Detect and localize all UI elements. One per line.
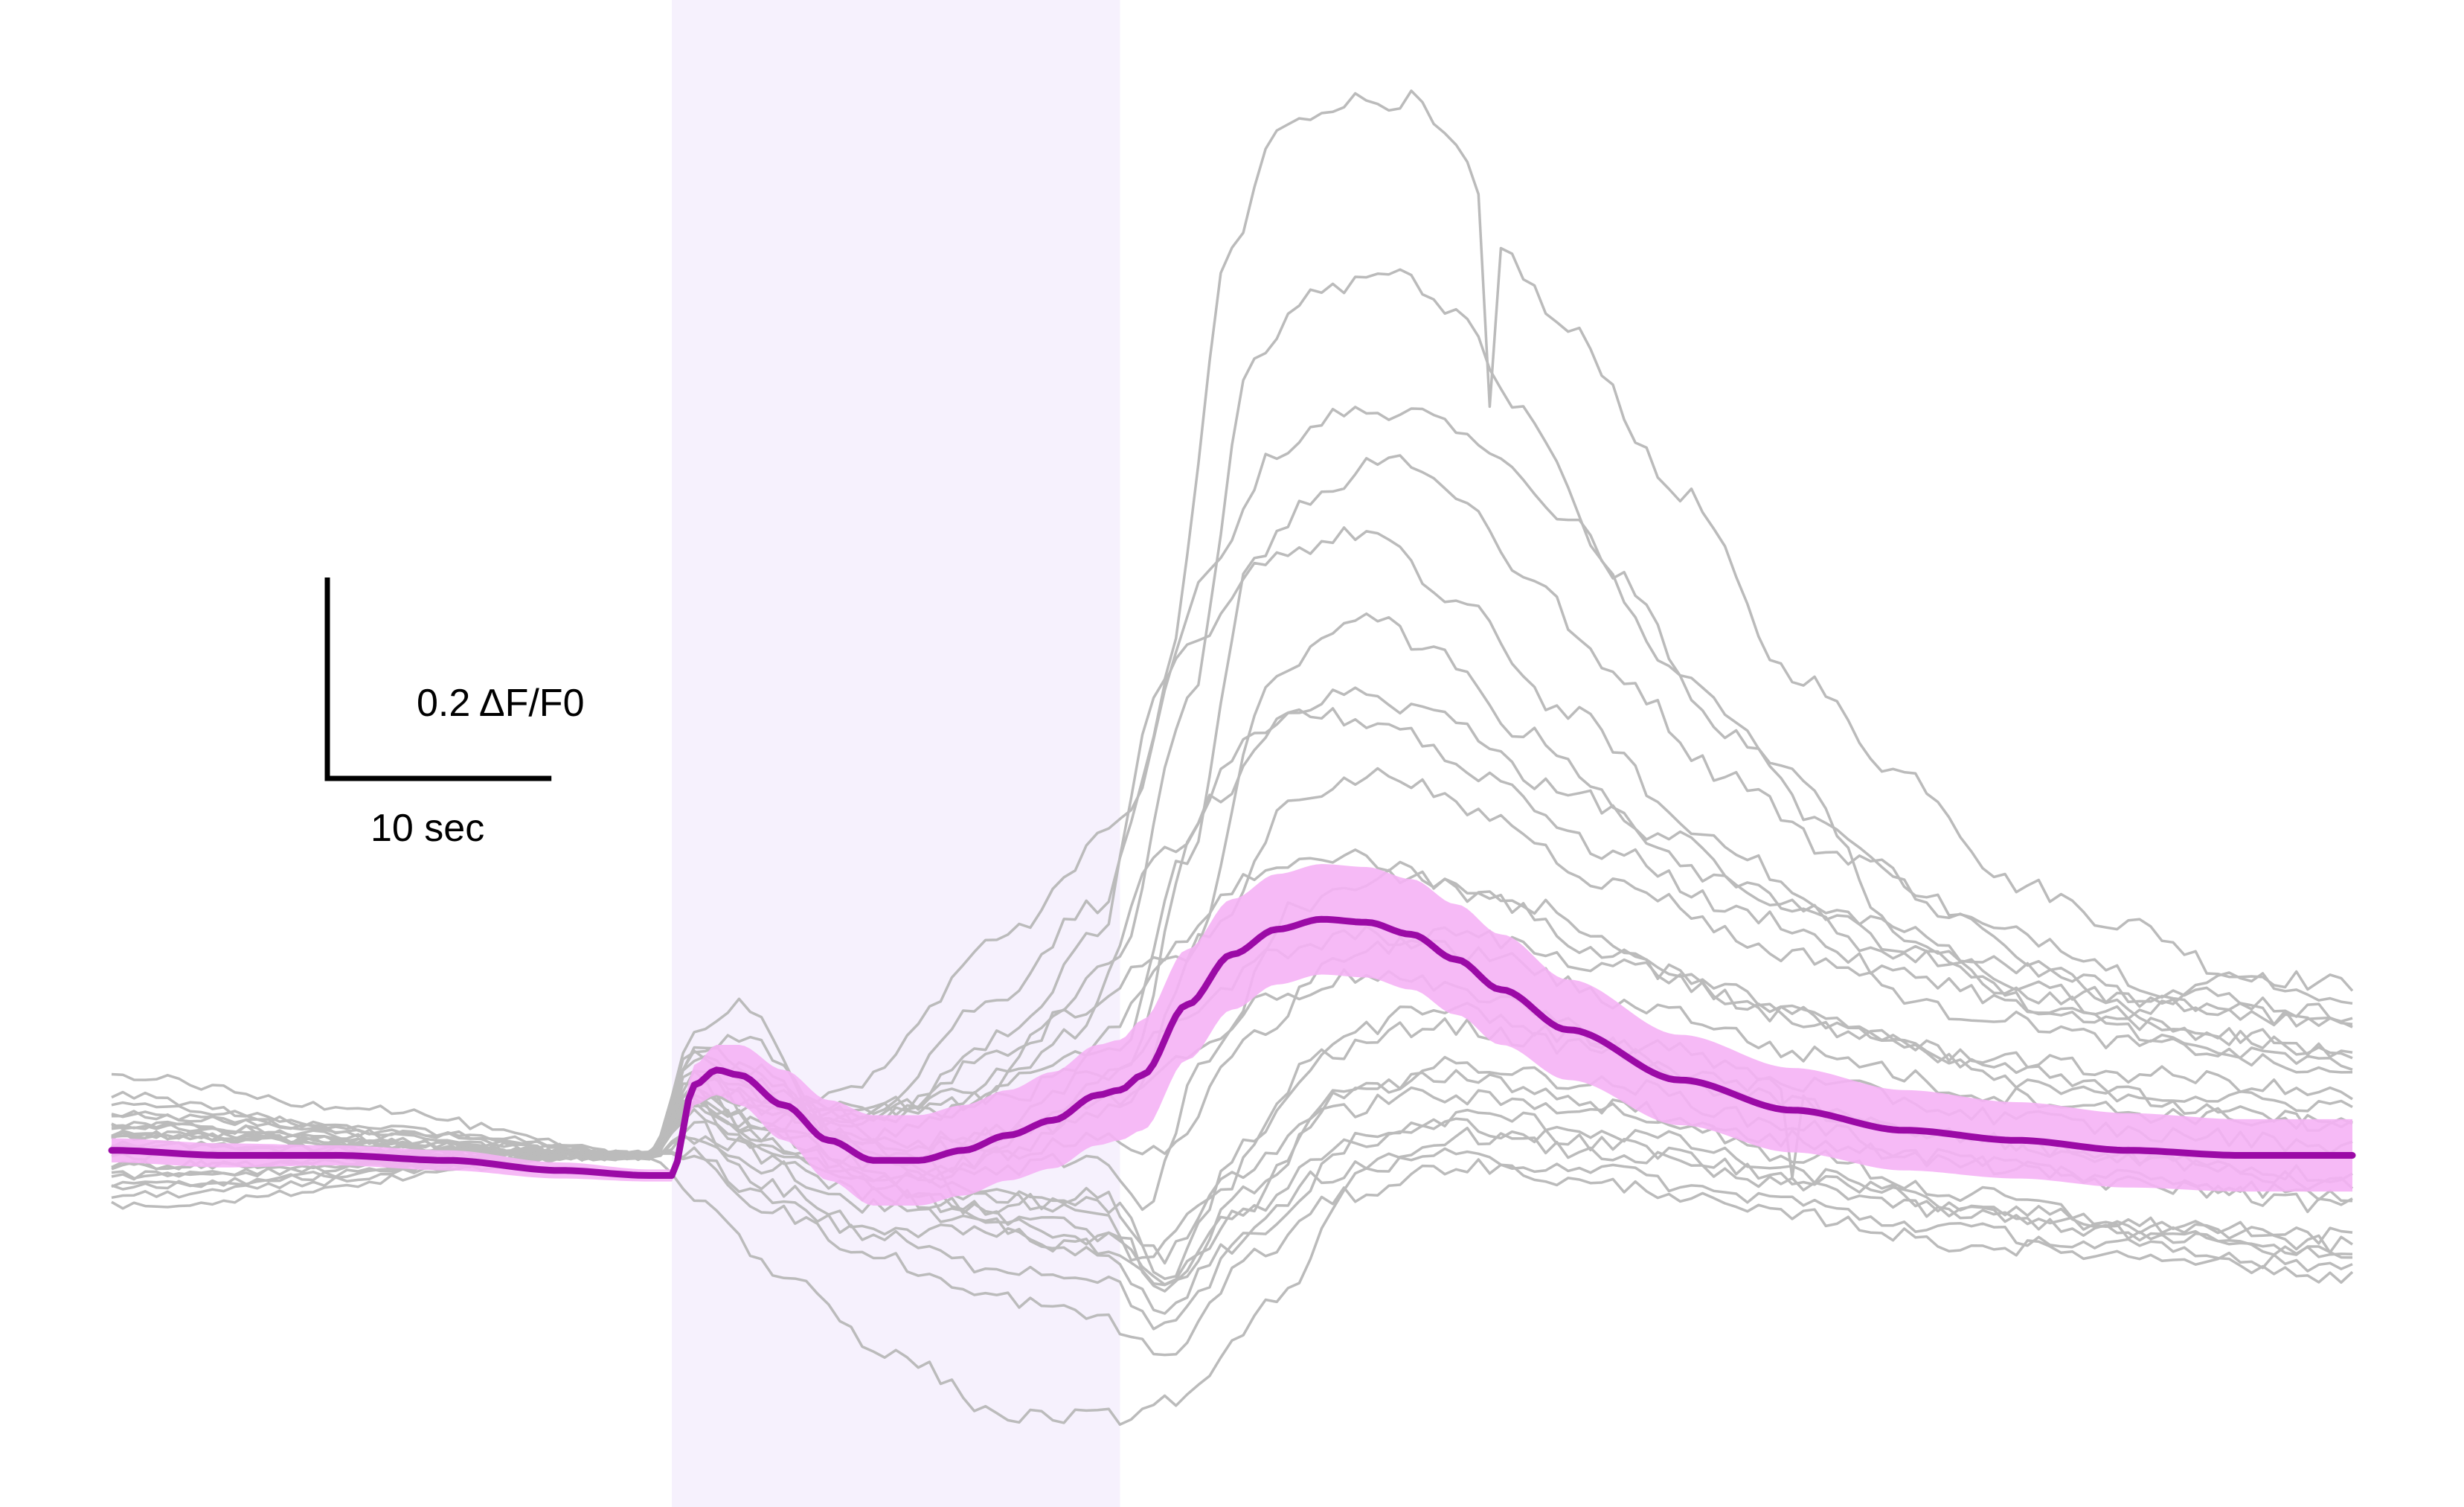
- trace-line: [111, 686, 2353, 1160]
- trace-line: [111, 926, 2353, 1160]
- mean-sem-band: [112, 864, 2352, 1206]
- mean-trace: [108, 915, 2356, 1179]
- scale-bar: 0.2 ΔF/F0 10 sec: [324, 577, 585, 850]
- individual-traces: [111, 89, 2354, 1426]
- trace-line: [111, 89, 2354, 1160]
- stimulus-window: [672, 0, 1120, 1507]
- trace-line: [111, 612, 2353, 1160]
- trace-line: [111, 406, 2353, 1160]
- scale-bar-x-label: 10 sec: [370, 807, 484, 850]
- scale-bar-y-label: 0.2 ΔF/F0: [417, 682, 585, 725]
